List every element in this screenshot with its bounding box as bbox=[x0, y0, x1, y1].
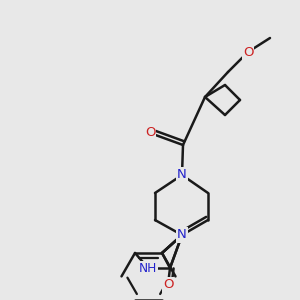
Text: O: O bbox=[163, 278, 173, 292]
Text: O: O bbox=[145, 127, 155, 140]
Text: NH: NH bbox=[139, 262, 157, 275]
Text: N: N bbox=[177, 229, 187, 242]
Text: N: N bbox=[177, 169, 187, 182]
Text: O: O bbox=[243, 46, 253, 59]
